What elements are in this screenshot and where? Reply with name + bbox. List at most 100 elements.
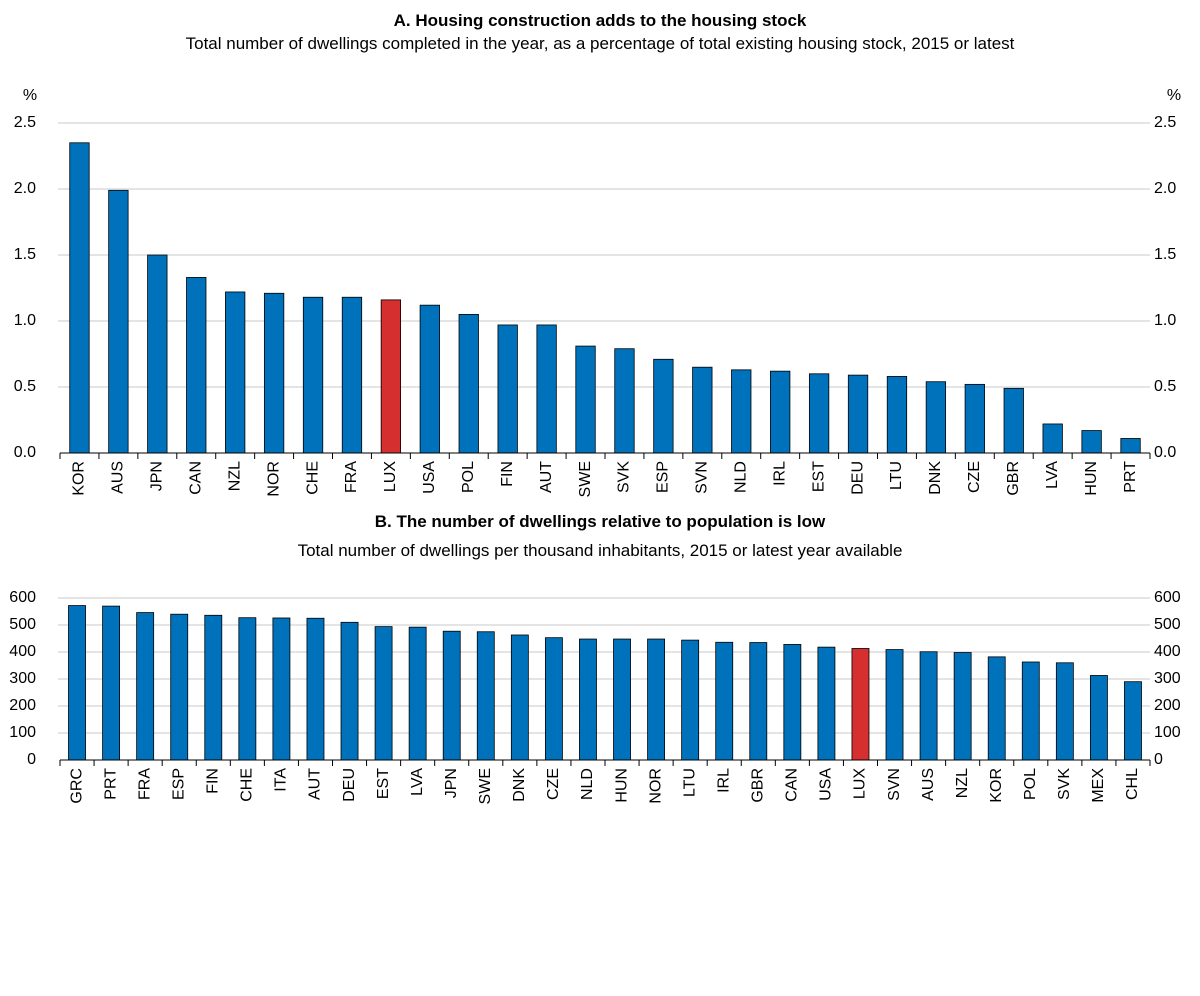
x-tick-label: AUT <box>538 461 555 493</box>
bar <box>817 646 836 761</box>
x-tick-label: USA <box>818 768 835 801</box>
x-tick-label: JPN <box>443 768 460 798</box>
y-tick-label: 400 <box>9 643 36 660</box>
bar <box>340 621 359 761</box>
x-tick-label: DNK <box>511 768 528 802</box>
bar <box>419 304 440 454</box>
y2-tick-label: 1.5 <box>1154 246 1176 263</box>
bar <box>136 612 155 761</box>
bar <box>380 299 402 454</box>
x-tick-label: PRT <box>1122 461 1139 493</box>
x-tick-label: NOR <box>647 768 664 804</box>
bar <box>715 641 734 761</box>
chart-title: A. Housing construction adds to the hous… <box>393 11 807 30</box>
x-tick-label: LVA <box>1044 461 1061 489</box>
bar <box>925 381 947 454</box>
bar <box>1021 661 1040 761</box>
x-tick-label: CHL <box>1124 768 1141 800</box>
x-tick-label: NZL <box>954 768 971 798</box>
bar <box>653 358 674 454</box>
x-tick-label: NZL <box>226 461 243 491</box>
x-tick-label: HUN <box>613 768 630 803</box>
x-tick-label: FIN <box>205 768 222 794</box>
x-tick-label: FRA <box>343 461 360 493</box>
x-tick-label: SVK <box>1056 768 1073 800</box>
y2-tick-label: 200 <box>1154 697 1181 714</box>
bar <box>544 637 563 761</box>
bar <box>614 348 635 454</box>
x-tick-label: CAN <box>784 768 801 802</box>
x-tick-label: AUT <box>307 768 324 800</box>
bar <box>1089 675 1108 761</box>
y2-tick-label: 300 <box>1154 670 1181 687</box>
bar <box>885 649 904 761</box>
y2-tick-label: 400 <box>1154 643 1181 660</box>
bar <box>302 296 324 454</box>
x-tick-label: LUX <box>382 461 399 492</box>
x-tick-label: ESP <box>170 768 187 800</box>
x-tick-label: NLD <box>579 768 596 800</box>
x-tick-label: CHE <box>304 461 321 495</box>
x-tick-label: IRL <box>715 768 732 793</box>
bar <box>808 373 830 454</box>
y-tick-label: 2.5 <box>14 114 36 131</box>
x-tick-label: MEX <box>1090 768 1107 803</box>
x-tick-label: CAN <box>187 461 204 495</box>
bar <box>510 634 529 761</box>
bar <box>341 296 363 454</box>
y2-tick-label: 500 <box>1154 616 1181 633</box>
bar <box>408 626 427 761</box>
bar <box>919 651 938 761</box>
bar <box>272 617 291 761</box>
y-tick-label: 100 <box>9 724 36 741</box>
bar <box>238 617 257 761</box>
x-tick-label: ITA <box>273 768 290 792</box>
bar <box>476 631 495 761</box>
y2-tick-label: 1.0 <box>1154 312 1176 329</box>
y-tick-label: 1.5 <box>14 246 36 263</box>
bar <box>692 366 713 454</box>
bar <box>374 626 393 761</box>
x-tick-label: AUS <box>920 768 937 801</box>
x-tick-label: USA <box>421 461 438 494</box>
bar <box>1042 423 1063 454</box>
x-tick-label: GRC <box>68 768 85 804</box>
bar <box>647 638 666 761</box>
bar <box>102 605 121 761</box>
x-tick-label: LUX <box>852 768 869 799</box>
bar <box>1081 430 1102 454</box>
y-tick-label: 200 <box>9 697 36 714</box>
y-tick-label: 0.0 <box>14 444 36 461</box>
x-tick-label: IRL <box>771 461 788 486</box>
y2-tick-label: 0.5 <box>1154 378 1176 395</box>
bar <box>731 369 752 454</box>
bar <box>964 383 985 454</box>
bar <box>847 374 869 454</box>
x-tick-label: LVA <box>409 768 426 796</box>
bar <box>579 638 597 761</box>
bar <box>613 638 631 761</box>
x-tick-label: DEU <box>341 768 358 802</box>
x-tick-label: SVK <box>616 461 633 493</box>
bar <box>108 189 129 454</box>
y2-tick-label: 0.0 <box>1154 444 1176 461</box>
chart-subtitle: Total number of dwellings per thousand i… <box>297 541 903 560</box>
bar <box>68 605 86 761</box>
bar <box>1124 681 1142 761</box>
bar <box>170 613 189 761</box>
bar <box>458 313 479 454</box>
bar <box>306 617 325 761</box>
y-unit: % <box>23 87 37 104</box>
x-tick-label: JPN <box>149 461 166 491</box>
bar <box>886 376 908 454</box>
x-tick-label: LTU <box>888 461 905 490</box>
y2-tick-label: 2.5 <box>1154 114 1176 131</box>
x-tick-label: SWE <box>577 461 594 497</box>
chart-title: B. The number of dwellings relative to p… <box>374 512 826 531</box>
x-tick-label: PRT <box>102 768 119 800</box>
y2-tick-label: 100 <box>1154 724 1181 741</box>
y-unit: % <box>1167 87 1181 104</box>
bar <box>497 324 518 454</box>
bar <box>225 291 246 454</box>
